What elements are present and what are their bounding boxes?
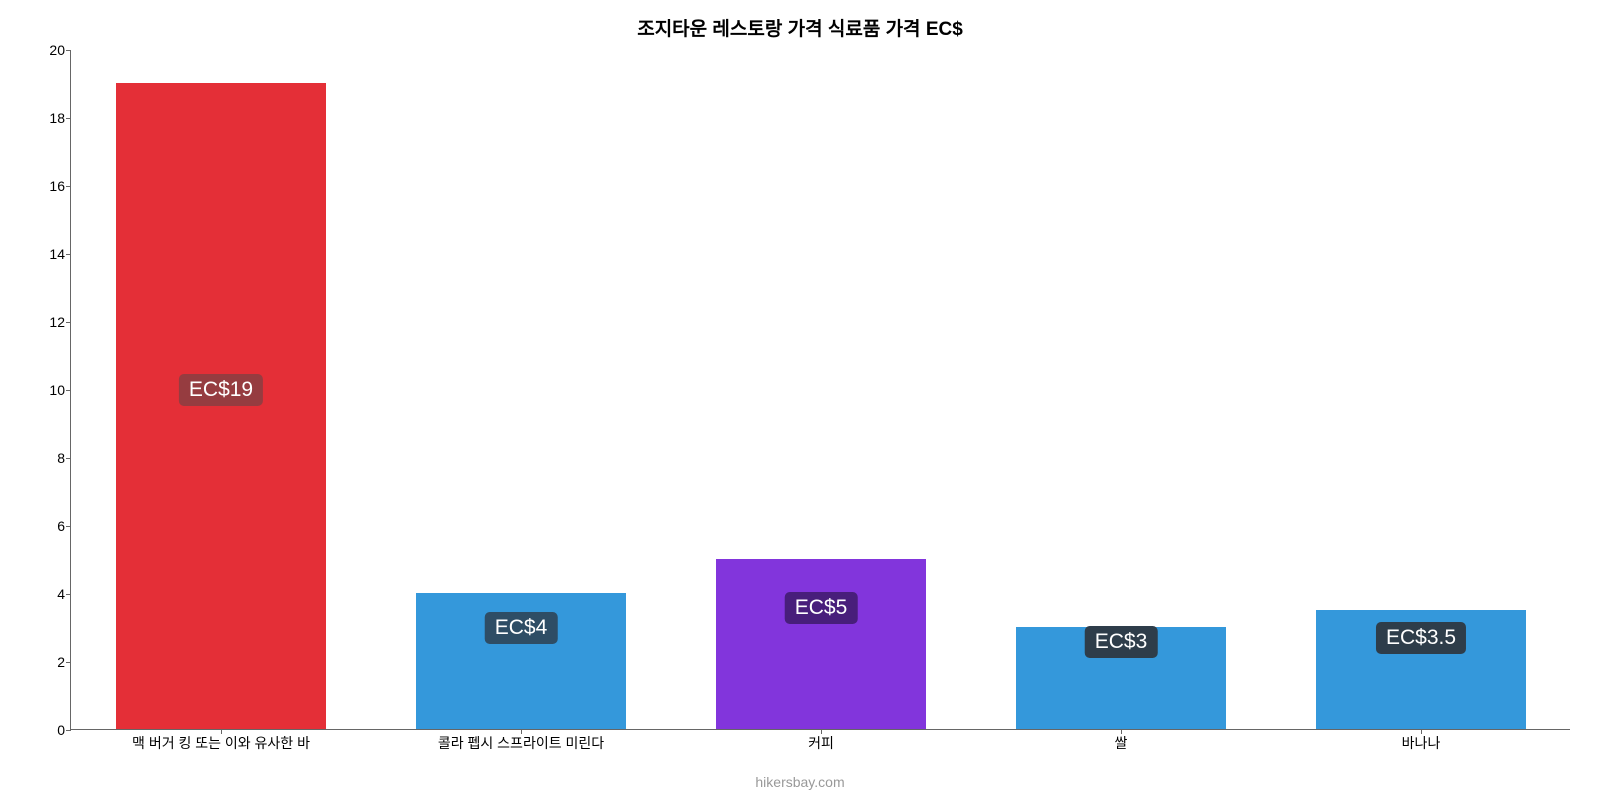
x-tick-label: 콜라 펩시 스프라이트 미린다 [438, 733, 604, 753]
x-tick-label: 쌀 [1115, 733, 1128, 753]
y-tick-label: 8 [31, 450, 65, 466]
x-tick-label: 맥 버거 킹 또는 이와 유사한 바 [132, 733, 310, 753]
y-tick-label: 10 [31, 382, 65, 398]
y-tick-mark [66, 254, 71, 255]
y-tick-mark [66, 322, 71, 323]
y-tick-mark [66, 186, 71, 187]
y-tick-mark [66, 50, 71, 51]
x-tick-label: 바나나 [1402, 733, 1441, 753]
y-tick-label: 4 [31, 586, 65, 602]
plot-area: 02468101214161820EC$19맥 버거 킹 또는 이와 유사한 바… [70, 50, 1570, 730]
y-tick-label: 6 [31, 518, 65, 534]
y-tick-label: 16 [31, 178, 65, 194]
attribution-text: hikersbay.com [0, 774, 1600, 790]
bar-value-label: EC$19 [179, 374, 263, 406]
bar-value-label: EC$5 [785, 592, 858, 624]
chart-title: 조지타운 레스토랑 가격 식료품 가격 EC$ [0, 0, 1600, 41]
x-tick-mark [221, 729, 222, 734]
y-tick-label: 20 [31, 42, 65, 58]
y-tick-label: 0 [31, 722, 65, 738]
y-tick-mark [66, 662, 71, 663]
bar-value-label: EC$3 [1085, 626, 1158, 658]
y-tick-mark [66, 118, 71, 119]
y-tick-mark [66, 390, 71, 391]
y-tick-label: 2 [31, 654, 65, 670]
x-tick-label: 커피 [808, 733, 834, 753]
y-tick-label: 14 [31, 246, 65, 262]
bar [716, 559, 926, 729]
y-tick-label: 12 [31, 314, 65, 330]
y-tick-label: 18 [31, 110, 65, 126]
y-tick-mark [66, 526, 71, 527]
x-tick-mark [521, 729, 522, 734]
y-tick-mark [66, 458, 71, 459]
y-tick-mark [66, 730, 71, 731]
x-tick-mark [821, 729, 822, 734]
bar-value-label: EC$3.5 [1376, 622, 1466, 654]
x-tick-mark [1421, 729, 1422, 734]
bar [116, 83, 326, 729]
price-bar-chart: 조지타운 레스토랑 가격 식료품 가격 EC$ 0246810121416182… [0, 0, 1600, 800]
bar-value-label: EC$4 [485, 612, 558, 644]
x-tick-mark [1121, 729, 1122, 734]
y-tick-mark [66, 594, 71, 595]
